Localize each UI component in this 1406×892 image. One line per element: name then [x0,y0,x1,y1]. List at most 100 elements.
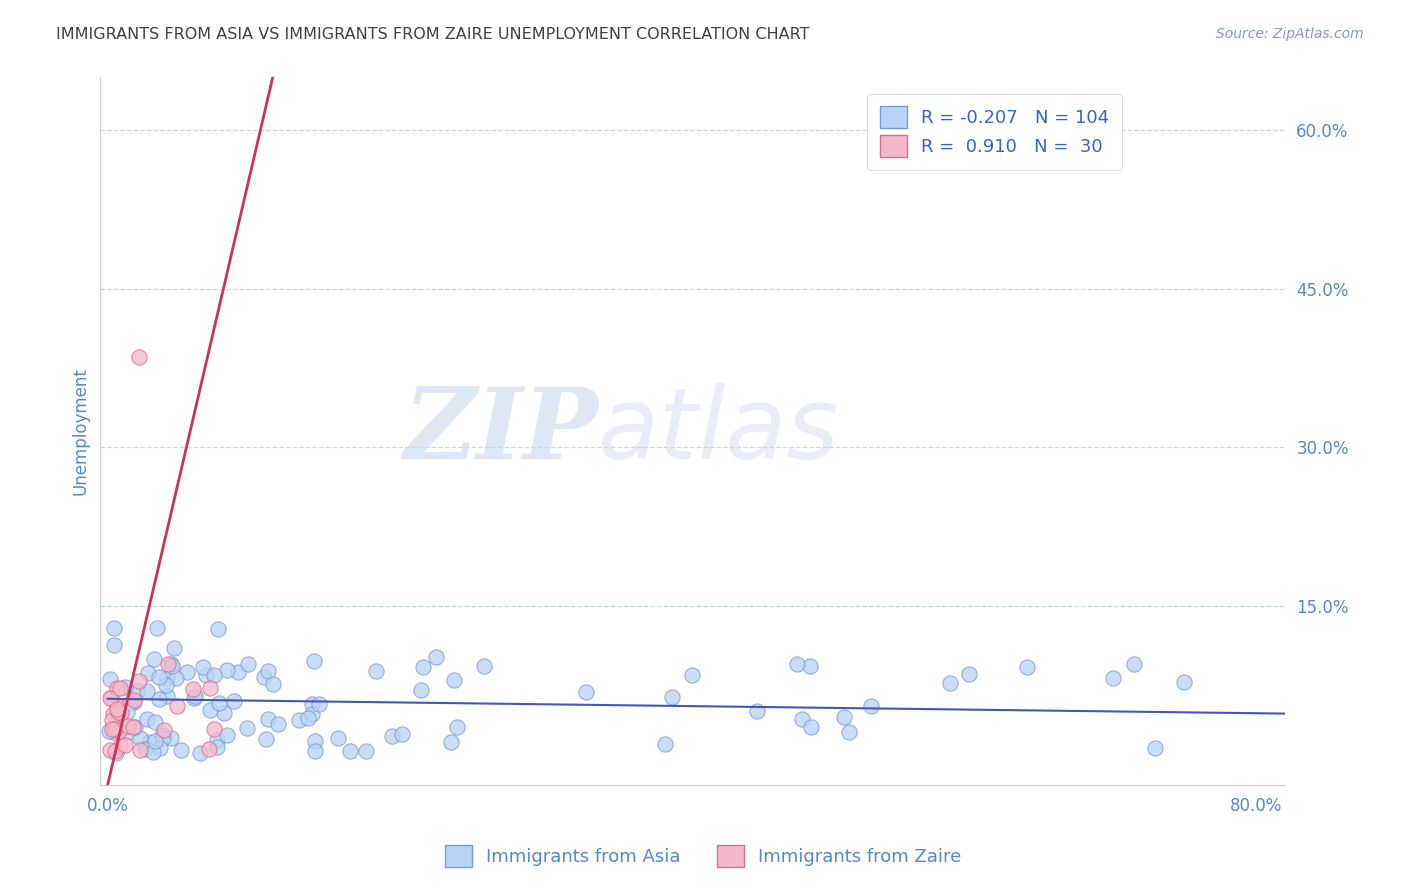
Point [262,676,284,690]
Point [117,725,139,739]
Point [160,731,183,745]
Point [1123,657,1146,671]
Text: IMMIGRANTS FROM ASIA VS IMMIGRANTS FROM ZAIRE UNEMPLOYMENT CORRELATION CHART: IMMIGRANTS FROM ASIA VS IMMIGRANTS FROM … [56,27,810,42]
Point [170,743,193,757]
Text: ZIP: ZIP [404,384,598,480]
Point [150,728,173,742]
Point [409,682,432,697]
Point [443,673,465,688]
Point [391,727,413,741]
Point [129,731,152,745]
Point [98,723,121,738]
Point [136,666,159,681]
Point [120,696,142,710]
Point [860,699,883,714]
Point [575,685,598,699]
Point [661,690,683,705]
Point [128,351,150,365]
Point [122,720,145,734]
Point [1102,671,1125,685]
Point [205,732,228,747]
Point [800,721,823,735]
Legend: R = -0.207   N = 104, R =  0.910   N =  30: R = -0.207 N = 104, R = 0.910 N = 30 [868,94,1122,170]
Point [217,664,239,678]
Point [149,740,172,755]
Point [124,720,146,734]
Point [301,706,323,721]
Point [160,657,183,672]
Point [212,706,235,720]
Point [136,712,159,726]
Point [124,695,146,709]
Point [301,697,323,711]
Point [145,715,167,730]
Point [267,716,290,731]
Point [156,657,179,671]
Point [747,704,769,718]
Point [297,711,319,725]
Point [339,744,361,758]
Point [215,728,238,742]
Point [202,723,225,737]
Point [104,744,127,758]
Point [790,712,813,726]
Point [236,657,259,672]
Point [253,670,276,684]
Point [108,681,131,695]
Point [257,664,280,678]
Point [108,739,131,754]
Point [98,742,121,756]
Point [786,657,808,671]
Point [153,723,176,737]
Point [257,713,280,727]
Point [654,737,676,751]
Point [205,739,228,754]
Point [135,683,157,698]
Point [114,681,136,695]
Point [156,671,179,685]
Point [152,731,174,745]
Point [114,738,136,752]
Point [200,681,222,695]
Point [222,694,245,708]
Point [125,684,148,698]
Point [148,692,170,706]
Point [198,742,221,756]
Point [108,721,131,735]
Point [799,659,821,673]
Point [142,745,165,759]
Point [166,699,188,714]
Point [128,673,150,688]
Point [446,720,468,734]
Point [117,719,139,733]
Point [134,742,156,756]
Point [191,660,214,674]
Point [207,622,229,636]
Point [110,706,132,720]
Point [188,746,211,760]
Point [304,734,326,748]
Point [117,705,139,719]
Point [1015,660,1038,674]
Point [208,696,231,710]
Point [440,735,463,749]
Point [104,723,127,737]
Legend: Immigrants from Asia, Immigrants from Zaire: Immigrants from Asia, Immigrants from Za… [437,838,969,874]
Point [302,654,325,668]
Point [105,702,128,716]
Point [128,743,150,757]
Point [364,665,387,679]
Point [105,698,128,713]
Point [183,690,205,705]
Point [148,670,170,684]
Point [107,723,129,738]
Point [194,668,217,682]
Point [142,652,165,666]
Text: Source: ZipAtlas.com: Source: ZipAtlas.com [1216,27,1364,41]
Point [103,638,125,652]
Point [412,660,434,674]
Point [100,690,122,705]
Point [957,667,980,681]
Point [328,731,350,745]
Point [472,659,495,673]
